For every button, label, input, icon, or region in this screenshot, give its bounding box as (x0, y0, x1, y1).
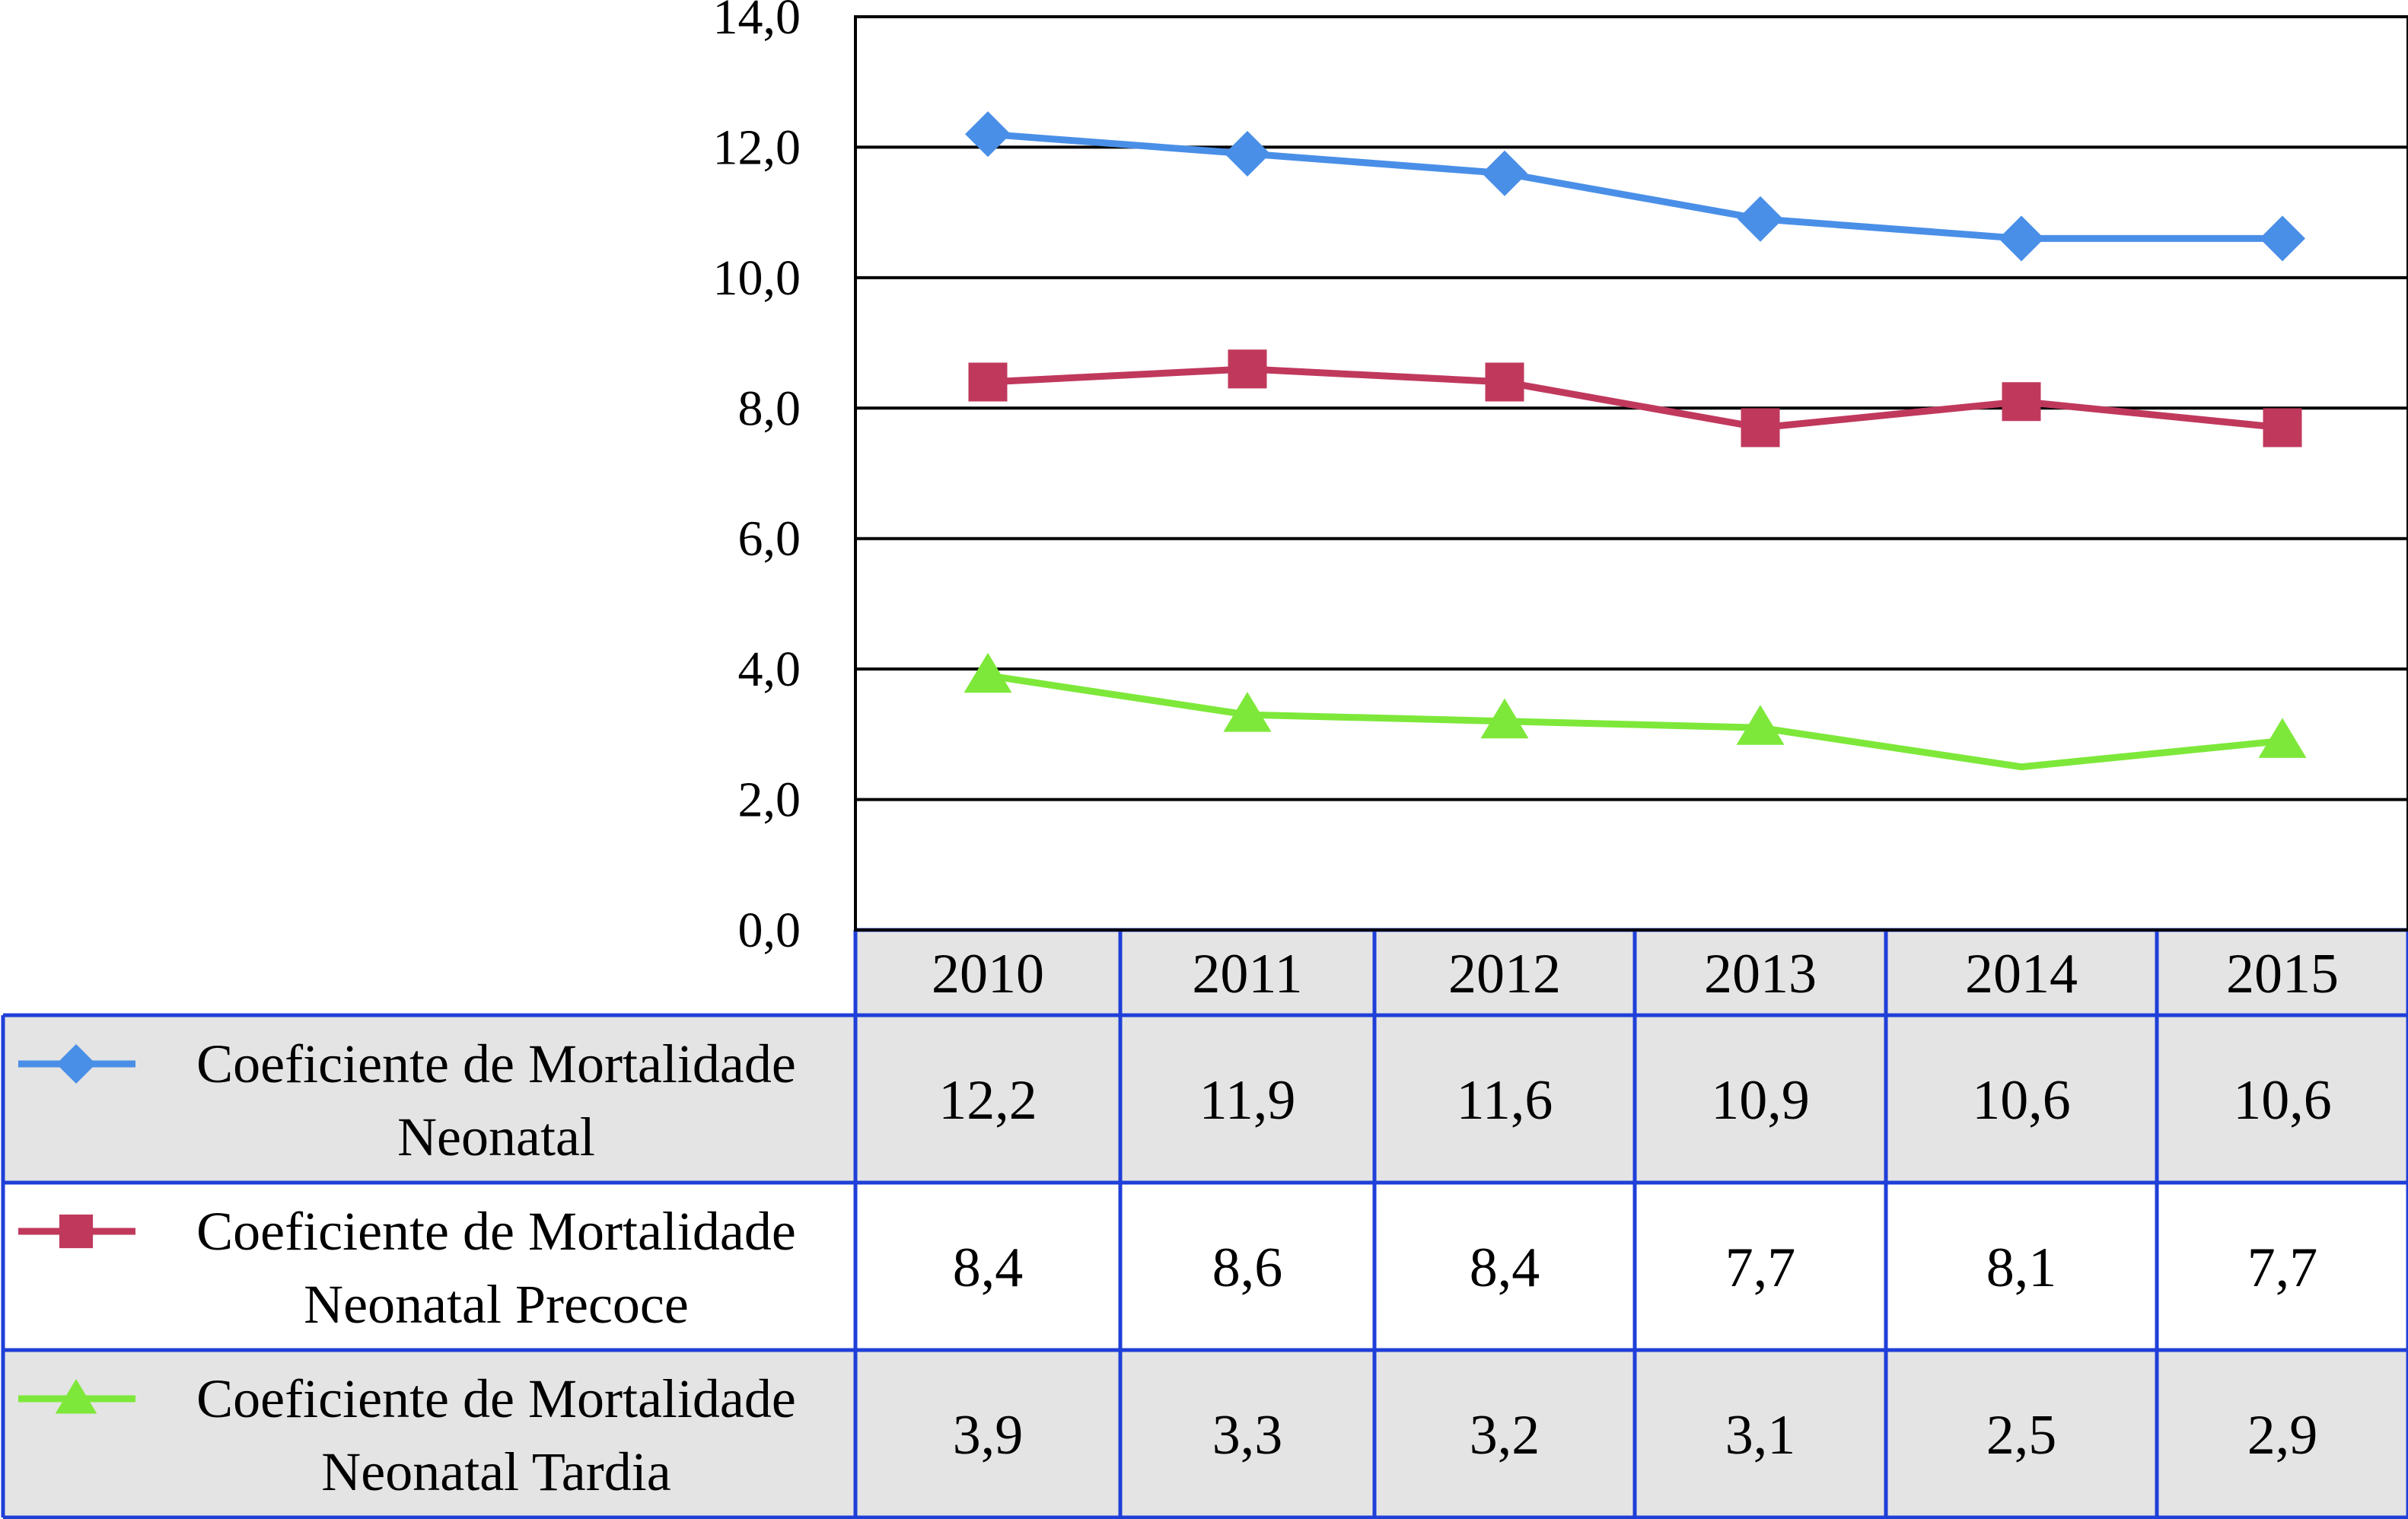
category-label: 2015 (2226, 943, 2339, 1005)
y-axis-ticks: 0,0 2,0 4,0 6,0 8,0 10,0 12,0 14,0 (713, 0, 801, 958)
table-cell-value: 3,1 (1725, 1404, 1796, 1466)
legend-label: Coeficiente de Mortalidade (196, 1201, 796, 1262)
data-table: 2010 2011 2012 2013 2014 2015 12,2 11,9 11,6 10,9… (1, 928, 2408, 1519)
table-cell-value: 11,6 (1457, 1069, 1553, 1132)
data-point-diamond (1225, 131, 1270, 177)
table-cell-value: 3,9 (953, 1404, 1024, 1466)
y-tick-label: 0,0 (738, 903, 801, 958)
y-tick-label: 6,0 (738, 511, 801, 567)
plot-area-frame (854, 15, 2408, 931)
table-row-background (855, 1015, 2408, 1183)
category-label: 2014 (1965, 943, 2078, 1005)
series-line (987, 365, 2283, 431)
table-cell-value: 10,6 (2233, 1069, 2332, 1132)
category-label: 2011 (1192, 943, 1302, 1005)
legend-cell-background (3, 1183, 855, 1350)
data-point-square (2002, 382, 2041, 422)
table-cell-value: 8,6 (1212, 1237, 1283, 1299)
gridlines (854, 15, 2408, 931)
table-cell-value: 8,1 (1986, 1237, 2057, 1299)
data-point-diamond (56, 1044, 96, 1084)
data-point-diamond (1738, 196, 1783, 242)
table-cell-value: 8,4 (1470, 1237, 1540, 1299)
category-label: 2012 (1448, 943, 1561, 1005)
y-tick-label: 10,0 (713, 250, 801, 306)
data-point-square (968, 362, 1008, 402)
y-tick-label: 2,0 (738, 772, 801, 828)
table-cell-value: 12,2 (938, 1069, 1037, 1132)
data-point-square (2263, 408, 2302, 447)
data-point-square (59, 1214, 94, 1249)
table-cell-value: 7,7 (2247, 1237, 2318, 1299)
y-tick-label: 12,0 (713, 119, 801, 175)
data-point-diamond (965, 111, 1011, 158)
legend-cell-background (3, 1015, 855, 1183)
table-cell-value: 2,9 (2247, 1404, 2318, 1466)
table-cell-value: 3,3 (1212, 1404, 1283, 1466)
data-point-square (1485, 362, 1524, 402)
series-2 (968, 349, 2302, 447)
category-label: 2010 (932, 943, 1044, 1005)
series-lines (964, 111, 2307, 771)
data-point-triangle (1736, 705, 1785, 745)
table-cell-value: 2,5 (1986, 1404, 2057, 1466)
series-line (987, 130, 2282, 242)
data-point-diamond (2260, 215, 2305, 262)
table-row-background (855, 1350, 2408, 1517)
data-point-diamond (1482, 150, 1527, 196)
data-point-triangle (55, 1379, 97, 1414)
data-point-triangle (2258, 718, 2307, 758)
table-row-background (855, 1183, 2408, 1350)
legend-label: Coeficiente de Mortalidade (196, 1368, 796, 1429)
legend-label: Neonatal Tardia (321, 1441, 670, 1502)
data-point-diamond (1999, 215, 2044, 262)
y-tick-label: 14,0 (713, 0, 801, 45)
y-tick-label: 8,0 (738, 381, 801, 436)
data-point-square (1228, 349, 1267, 389)
data-point-triangle (1480, 698, 1529, 739)
table-cell-value: 8,4 (953, 1237, 1024, 1299)
legend-label: Neonatal Precoce (304, 1274, 689, 1335)
table-cell-value: 10,6 (1972, 1069, 2071, 1132)
table-cell-value: 10,9 (1711, 1069, 1810, 1132)
table-header-background (855, 930, 2408, 1015)
data-point-square (1741, 408, 1780, 447)
series-3 (964, 652, 2307, 771)
data-point-triangle (964, 652, 1012, 693)
category-label: 2013 (1704, 943, 1817, 1005)
y-tick-label: 4,0 (738, 642, 801, 697)
table-cell-value: 7,7 (1725, 1237, 1796, 1299)
series-line (987, 672, 2283, 771)
legend-cell-background (3, 1350, 855, 1517)
data-point-triangle (1223, 692, 1272, 732)
table-cell-value: 11,9 (1199, 1069, 1296, 1132)
legend-label: Neonatal (397, 1107, 595, 1167)
series-1 (965, 111, 2305, 262)
table-cell-value: 3,2 (1470, 1404, 1540, 1466)
legend-label: Coeficiente de Mortalidade (196, 1033, 796, 1094)
